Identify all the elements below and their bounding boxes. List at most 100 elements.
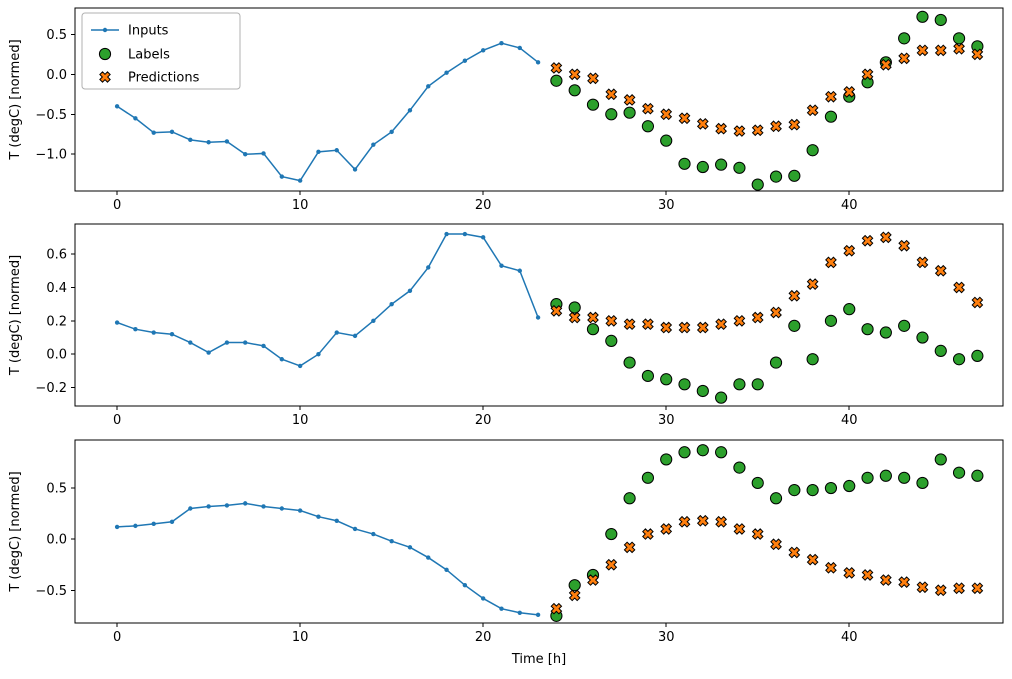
predictions-marker xyxy=(623,318,636,331)
labels-marker xyxy=(696,384,709,398)
predictions-marker xyxy=(825,90,837,103)
inputs-marker xyxy=(499,606,504,611)
labels-marker xyxy=(715,446,728,459)
predictions-marker xyxy=(696,514,709,527)
labels-marker xyxy=(934,344,947,357)
labels-marker xyxy=(824,314,838,327)
inputs-marker xyxy=(243,152,248,157)
x-tick-label: 10 xyxy=(292,630,309,645)
labels-marker xyxy=(623,106,636,119)
labels-marker xyxy=(879,326,892,339)
predictions-marker xyxy=(916,581,929,594)
predictions-marker xyxy=(623,94,636,106)
labels-marker xyxy=(586,323,600,336)
predictions-marker xyxy=(879,574,892,586)
inputs-marker xyxy=(480,48,486,53)
predictions-marker xyxy=(770,538,782,551)
predictions-marker xyxy=(898,576,911,588)
x-tick-label: 30 xyxy=(658,198,675,213)
inputs-marker xyxy=(352,167,358,172)
predictions-marker xyxy=(733,314,746,327)
inputs-marker xyxy=(114,320,120,325)
labels-marker xyxy=(861,471,874,484)
labels-marker xyxy=(641,369,655,383)
labels-marker xyxy=(660,453,673,466)
predictions-marker xyxy=(568,68,581,81)
predictions-marker xyxy=(843,244,856,257)
labels-marker xyxy=(916,331,929,344)
legend: Inputs Labels Predictions xyxy=(81,12,241,90)
predictions-marker xyxy=(605,558,618,571)
predictions-marker xyxy=(971,296,984,309)
predictions-marker xyxy=(733,523,746,535)
inputs-marker xyxy=(261,504,266,509)
inputs-marker xyxy=(279,174,285,179)
predictions-marker xyxy=(788,289,801,302)
inputs-marker xyxy=(169,332,175,337)
x-tick-label: 10 xyxy=(292,198,309,213)
inputs-marker xyxy=(206,140,211,145)
inputs-marker xyxy=(535,612,541,618)
predictions-marker xyxy=(934,264,947,277)
labels-marker xyxy=(769,170,783,183)
labels-marker xyxy=(751,178,764,191)
inputs-marker xyxy=(133,326,138,332)
predictions-marker xyxy=(642,318,654,331)
y-axis-label: T (degC) [normed] xyxy=(8,471,23,592)
inputs-line xyxy=(116,42,539,182)
inputs-marker xyxy=(535,315,541,320)
labels-marker xyxy=(678,157,691,170)
predictions-marker xyxy=(971,582,984,595)
labels-marker xyxy=(898,32,911,45)
labels-marker xyxy=(952,353,966,366)
labels-marker xyxy=(660,134,673,147)
predictions-marker xyxy=(550,304,563,317)
y-tick-label: 0.0 xyxy=(46,348,67,363)
legend-predictions-x-sample xyxy=(99,71,111,83)
labels-marker xyxy=(934,453,947,466)
inputs-marker xyxy=(151,330,156,335)
predictions-marker xyxy=(788,546,801,559)
labels-marker xyxy=(898,319,911,332)
labels-marker xyxy=(916,10,929,23)
x-tick-label: 20 xyxy=(475,413,492,428)
labels-marker xyxy=(623,492,636,505)
labels-marker xyxy=(733,461,746,474)
subplot-2: 0 10 20 30 40 −0.2 0.0 0.2 0.4 0.6 T (degC) [norme… xyxy=(8,223,1004,428)
predictions-marker xyxy=(916,44,929,57)
legend-label: Labels xyxy=(128,48,170,63)
predictions-marker xyxy=(751,311,764,324)
labels-marker xyxy=(733,378,746,391)
x-tick-label: 20 xyxy=(475,198,492,213)
inputs-marker xyxy=(517,268,522,273)
y-axis-label: T (degC) [normed] xyxy=(8,39,23,160)
y-tick-label: −0.5 xyxy=(35,584,67,599)
subplot-3: 0 10 20 30 40 −0.5 0.0 0.5 T (degC) [normed] Time… xyxy=(8,439,1004,667)
inputs-marker xyxy=(243,501,248,506)
x-tick-label: 40 xyxy=(841,413,858,428)
labels-marker xyxy=(824,481,838,495)
predictions-marker xyxy=(788,118,801,131)
inputs-marker xyxy=(133,116,138,121)
predictions-marker xyxy=(660,321,673,334)
inputs-marker xyxy=(188,340,193,345)
inputs-marker xyxy=(114,524,120,530)
labels-marker xyxy=(550,74,563,87)
labels-marker xyxy=(568,579,581,592)
labels-marker xyxy=(788,319,801,332)
predictions-marker xyxy=(861,68,874,81)
labels-marker xyxy=(769,492,783,505)
inputs-marker xyxy=(462,582,468,588)
inputs-marker xyxy=(316,514,321,519)
inputs-marker xyxy=(334,330,339,335)
x-tick-label: 30 xyxy=(658,630,675,645)
inputs-marker xyxy=(426,265,431,270)
predictions-marker xyxy=(953,42,965,55)
subplot-1: 0 10 20 30 40 −1.0 −0.5 0.0 0.5 T (degC) [normed]… xyxy=(8,7,1004,213)
labels-marker xyxy=(952,32,966,45)
legend-item-labels: Labels xyxy=(98,48,170,63)
inputs-marker xyxy=(151,130,156,135)
labels-marker xyxy=(806,353,819,366)
inputs-marker xyxy=(407,108,413,113)
inputs-line xyxy=(116,233,539,367)
